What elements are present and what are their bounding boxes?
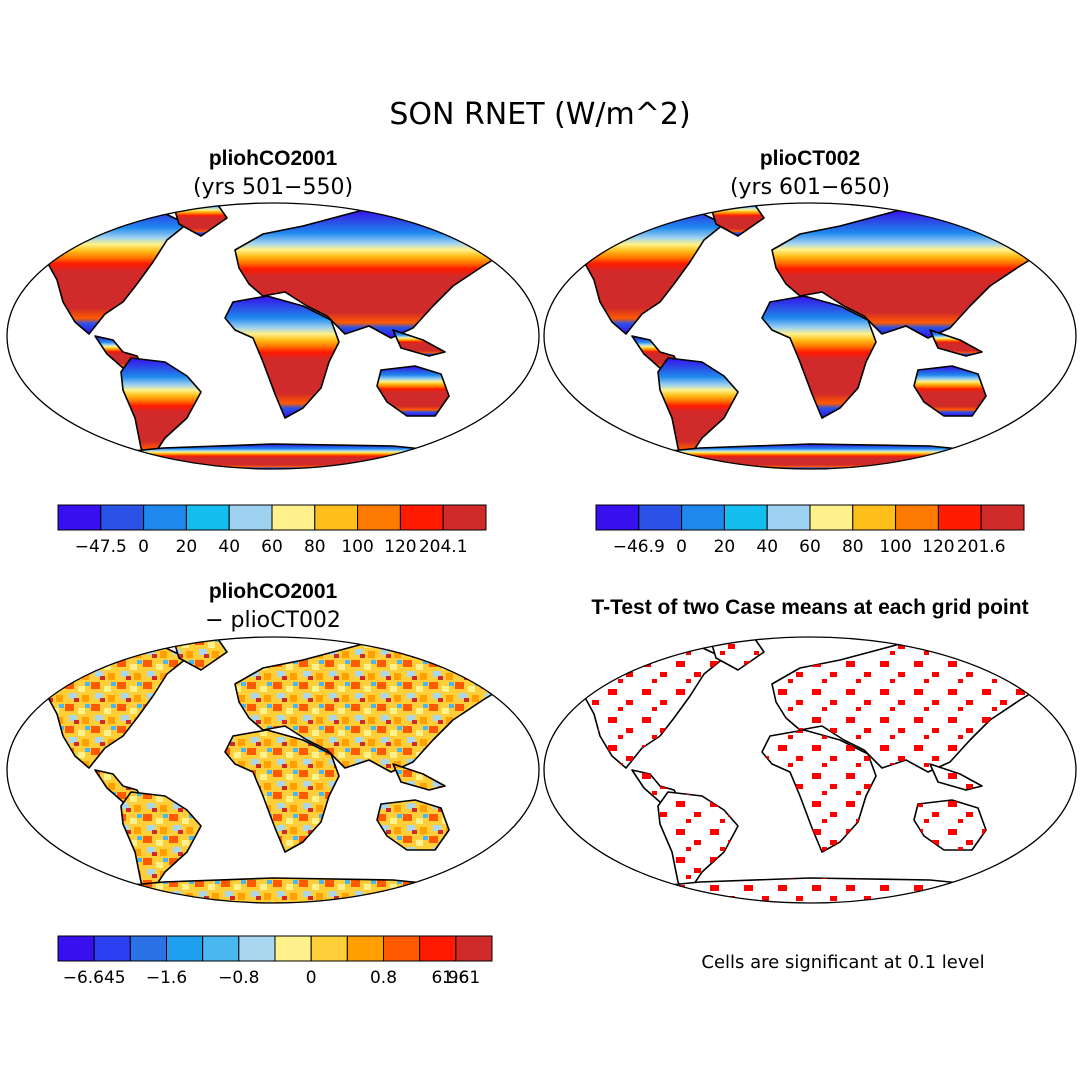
colorbar-cell (809, 504, 854, 531)
significance-note: Cells are significant at 0.1 level (701, 952, 984, 973)
colorbar-cell (129, 935, 167, 962)
panel-1-title: pliohCO2001 (209, 147, 338, 170)
colorbar-tick-label: 100 (341, 537, 373, 557)
colorbar-cell (455, 935, 493, 962)
colorbar-cell (383, 935, 421, 962)
colorbar-tick-label: 20 (714, 537, 736, 557)
colorbar-cell (238, 935, 276, 962)
colorbar-tick-label: 0 (138, 537, 149, 557)
colorbar-tick-label: 60 (799, 537, 821, 557)
colorbar-tick-label: −46.9 (613, 537, 665, 557)
colorbar-tick-label: −0.8 (218, 968, 259, 988)
colorbar-cell (895, 504, 939, 531)
colorbar-tick-label: 60 (261, 537, 283, 557)
colorbar-cell (93, 935, 131, 962)
panel-4-map (543, 636, 1077, 904)
panel-t-test: T-Test of two Case means at each grid po… (543, 596, 1077, 973)
colorbar-cell (399, 504, 444, 531)
panel-3-map (6, 636, 540, 904)
panel-2-colorbar: −46.9 0 20 40 60 80 100 120 201.6 (595, 504, 1025, 557)
colorbar-cell (442, 504, 487, 531)
colorbar-tick-label: 120 (922, 537, 954, 557)
panel-1-subtitle: (yrs 501−550) (193, 175, 353, 200)
colorbar-tick-label: 201.6 (957, 537, 1006, 557)
colorbar-cell (419, 935, 457, 962)
colorbar-tick-label: −1.6 (146, 968, 187, 988)
panel-1-colorbar: −47.5 0 20 40 60 80 100 120 204.1 (57, 504, 487, 557)
panel-4-title: T-Test of two Case means at each grid po… (591, 596, 1028, 619)
colorbar-tick-label: 120 (384, 537, 416, 557)
colorbar-tick-label: 20 (176, 537, 198, 557)
colorbar-cell (100, 504, 145, 531)
colorbar-tick-label: 40 (756, 537, 778, 557)
colorbar-cell (766, 504, 811, 531)
panel-plio-ct002: plioCT002 (yrs 601−650) −46.9 0 20 40 60 80 10… (543, 147, 1077, 557)
colorbar-cell (357, 504, 401, 531)
colorbar-cell (271, 504, 316, 531)
colorbar-cell (310, 935, 348, 962)
colorbar-tick-label: 0.8 (370, 968, 397, 988)
colorbar-tick-label: −6.645 (63, 968, 126, 988)
colorbar-tick-label: 80 (842, 537, 864, 557)
colorbar-tick-label: 80 (304, 537, 326, 557)
colorbar-cell (166, 935, 204, 962)
colorbar-cell (57, 504, 102, 531)
colorbar-tick-label: 0 (676, 537, 687, 557)
colorbar-cell (228, 504, 273, 531)
colorbar-cell (852, 504, 897, 531)
colorbar-tick-label: 204.1 (419, 537, 468, 557)
colorbar-cell (681, 504, 725, 531)
colorbar-cell (638, 504, 683, 531)
colorbar-cell (314, 504, 359, 531)
colorbar-tick-label: 1.6 (442, 968, 469, 988)
panel-2-subtitle: (yrs 601−650) (730, 175, 890, 200)
colorbar-cell (346, 935, 385, 962)
colorbar-cell (143, 504, 187, 531)
colorbar-cell (185, 504, 230, 531)
panel-3-colorbar: −6.645 −1.6 −0.8 0 0.8 1.66.961 (57, 935, 493, 988)
panel-3-subtitle: − plioCT002 (205, 608, 341, 633)
colorbar-tick-label: 6.961 (431, 968, 480, 988)
panel-1-map (6, 202, 540, 470)
colorbar-cell (980, 504, 1025, 531)
colorbar-tick-label: −47.5 (75, 537, 127, 557)
panel-difference: pliohCO2001 − plioCT002 −6.645 −1.6 −0.8 0 0… (6, 580, 540, 988)
colorbar-cell (723, 504, 768, 531)
colorbar-cell (595, 504, 640, 531)
panel-plioh-co2001: pliohCO2001 (yrs 501−550) −47.5 0 20 40 60 80… (6, 147, 540, 557)
colorbar-cell (202, 935, 240, 962)
colorbar-tick-label: 0 (306, 968, 317, 988)
colorbar-cell (57, 935, 95, 962)
figure-title: SON RNET (W/m^2) (389, 97, 690, 132)
colorbar-cell (937, 504, 982, 531)
colorbar-cell (274, 935, 312, 962)
panel-2-map (543, 202, 1077, 470)
panel-3-title: pliohCO2001 (209, 580, 338, 603)
colorbar-tick-label: 40 (218, 537, 240, 557)
colorbar-tick-label: 100 (879, 537, 911, 557)
panel-2-title: plioCT002 (760, 147, 860, 170)
